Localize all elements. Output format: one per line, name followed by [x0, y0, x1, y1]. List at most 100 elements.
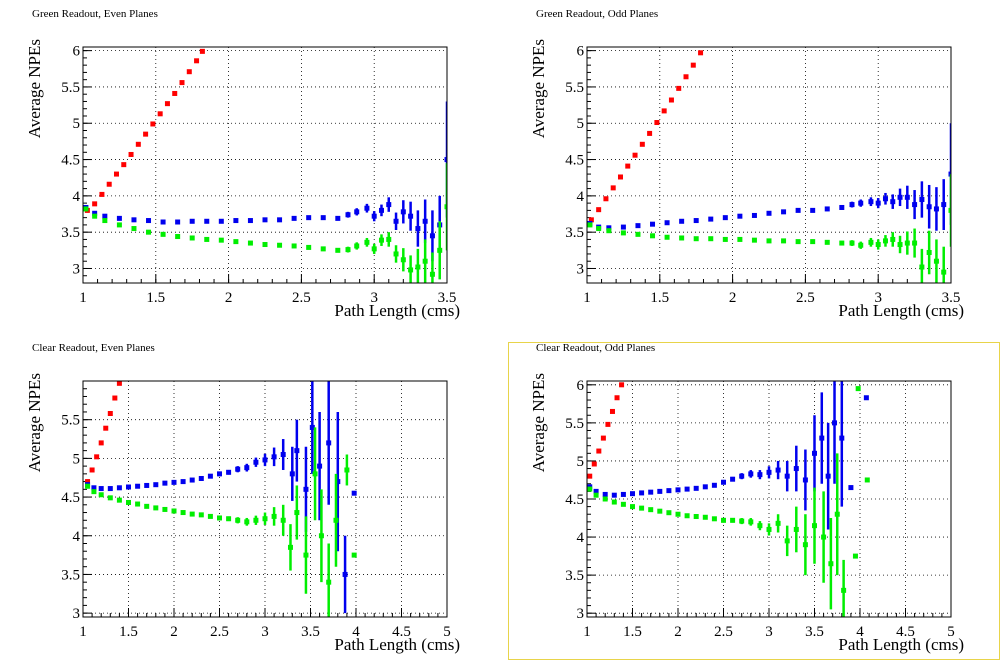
y-tick-label: 4 [577, 189, 585, 205]
data-point [146, 229, 152, 235]
data-point [131, 217, 137, 223]
data-point [171, 508, 177, 514]
data-point [679, 235, 685, 241]
x-tick-label: 1 [583, 624, 591, 640]
data-point [748, 519, 754, 525]
data-point [926, 250, 932, 256]
data-point [400, 257, 406, 263]
data-point [144, 503, 150, 509]
data-point [941, 269, 947, 275]
data-point [199, 48, 205, 54]
data-point [287, 544, 293, 550]
data-point [280, 517, 286, 523]
data-point [253, 459, 259, 465]
data-point [912, 202, 918, 208]
x-tick-label: 1 [79, 624, 87, 640]
data-point [85, 483, 91, 489]
data-point [162, 506, 168, 512]
data-point [180, 510, 186, 516]
data-point [150, 121, 156, 127]
data-point [828, 561, 834, 567]
data-point [126, 499, 131, 505]
data-point [834, 511, 840, 517]
data-point [926, 204, 932, 210]
data-point [666, 510, 672, 516]
data-point [91, 485, 97, 491]
data-point [648, 507, 654, 513]
data-point [103, 425, 109, 431]
data-point [172, 90, 178, 96]
data-point [294, 448, 300, 454]
y-tick-label: 5.5 [565, 416, 584, 432]
data-point [591, 461, 597, 467]
data-point [189, 235, 195, 241]
data-point [135, 141, 141, 147]
y-tick-label: 5 [73, 451, 81, 467]
data-point [875, 242, 881, 248]
data-point [262, 217, 268, 223]
data-point [639, 505, 645, 511]
x-axis-label: Path Length (cms) [334, 635, 460, 654]
data-point [116, 497, 122, 503]
data-point [280, 452, 286, 458]
y-tick-label: 4.5 [61, 153, 80, 169]
data-point [277, 242, 283, 248]
data-point [189, 477, 195, 483]
x-tick-label: 1 [583, 290, 591, 306]
data-point [89, 467, 95, 473]
x-tick-label: 1.5 [623, 624, 642, 640]
y-tick-label: 4.5 [565, 492, 584, 508]
data-point [98, 486, 104, 492]
plot-frame [586, 380, 952, 618]
data-point [351, 552, 357, 558]
plot-frame [82, 380, 448, 618]
data-point [180, 479, 186, 485]
data-point [345, 247, 351, 253]
data-point [102, 213, 108, 219]
data-point [698, 50, 704, 56]
chart-svg: 1 1.5 2 2.5 3 3.5 3 3.5 4 4.5 5 5.5 6 Path Length (cm… [25, 39, 460, 320]
data-point [587, 473, 593, 479]
data-point [933, 258, 939, 264]
chart-panel-clear-even: Clear Readout, Even Planes 1 1.5 2 2.5 3 3.5 4… [0, 334, 500, 668]
y-tick-label: 3.5 [61, 567, 80, 583]
data-point [277, 217, 283, 223]
data-point [675, 487, 681, 493]
data-point [364, 239, 370, 245]
data-point [364, 205, 370, 211]
y-tick-label: 4 [577, 530, 585, 546]
data-point [635, 231, 641, 237]
data-point [160, 219, 166, 225]
x-tick-label: 1.5 [650, 290, 669, 306]
x-tick-label: 4.5 [896, 624, 915, 640]
data-point [335, 247, 341, 253]
data-point [116, 222, 122, 228]
data-point [603, 196, 609, 202]
data-point [619, 382, 625, 388]
x-tick-label: 2 [729, 290, 737, 306]
x-tick-label: 3.5 [301, 624, 320, 640]
data-point [596, 226, 602, 232]
data-point [852, 553, 858, 559]
data-point [289, 471, 295, 477]
data-point [92, 213, 98, 219]
data-point [309, 424, 315, 430]
data-point [661, 108, 667, 114]
data-point [378, 207, 384, 213]
data-point [693, 218, 699, 224]
data-point [143, 131, 149, 137]
data-point [751, 212, 757, 218]
data-point [666, 488, 672, 494]
data-point [85, 479, 91, 485]
data-point [757, 472, 763, 478]
data-point [235, 517, 241, 523]
data-point [218, 237, 224, 243]
y-axis-label: Average NPEs [25, 373, 44, 472]
data-point [919, 196, 925, 202]
x-tick-label: 2 [225, 290, 233, 306]
data-point [897, 242, 903, 248]
data-point [839, 240, 845, 246]
data-point [617, 174, 623, 180]
data-point [386, 236, 392, 242]
data-point [864, 477, 870, 483]
